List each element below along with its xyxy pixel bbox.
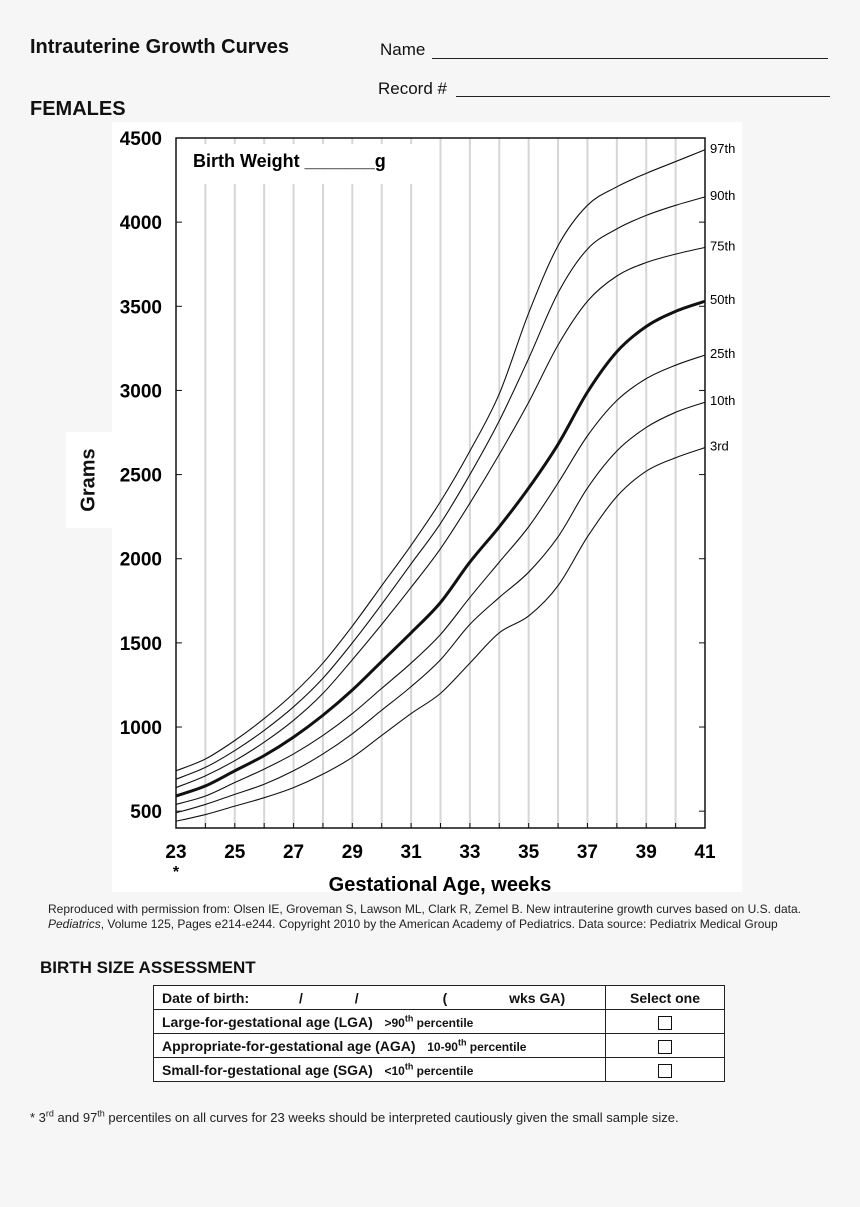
x-tick-label: 33: [459, 842, 480, 863]
row-range: <10: [384, 1063, 405, 1078]
axis-tick-labels: 500 1000 1500 2000 2500 3000 3500 4000 4500 23 25 2…: [120, 129, 736, 863]
dob-separator: /: [354, 989, 359, 1006]
date-of-birth-cell[interactable]: Date of birth: / / ( wks GA): [153, 985, 606, 1010]
x-axis-label: Gestational Age, weeks: [329, 874, 552, 896]
sga-label-cell: Small-for-gestational age (SGA) <10th pe…: [153, 1057, 606, 1082]
birth-weight-label: Birth Weight _______g: [193, 151, 386, 171]
table-row: Small-for-gestational age (SGA) <10th pe…: [153, 1057, 725, 1082]
aga-label-cell: Appropriate-for-gestational age (AGA) 10…: [153, 1033, 606, 1058]
document-title: Intrauterine Growth Curves: [30, 36, 289, 58]
assessment-table: Date of birth: / / ( wks GA) Select one …: [153, 985, 725, 1082]
aga-checkbox[interactable]: [658, 1039, 672, 1054]
section-label: FEMALES: [30, 98, 126, 120]
citation-line-1: Reproduced with permission from: Olsen I…: [48, 902, 801, 916]
aga-select-cell: [605, 1033, 725, 1058]
percentile-curves: [175, 149, 706, 822]
row-range-suffix: percentile: [413, 1063, 474, 1078]
lga-select-cell: [605, 1009, 725, 1034]
footnote: * 3rd and 97th percentiles on all curves…: [30, 1108, 679, 1125]
birth-weight-box: [186, 144, 420, 184]
y-tick-label: 3000: [120, 381, 162, 402]
grid-lines: [204, 138, 677, 828]
x-tick-footnote-marker: *: [173, 864, 180, 881]
record-label: Record #: [378, 79, 447, 98]
row-label: Appropriate-for-gestational age (AGA): [162, 1037, 416, 1054]
y-tick-label: 1000: [120, 718, 162, 739]
percentile-curve-50th: [175, 299, 706, 798]
growth-chart: 500 1000 1500 2000 2500 3000 3500 4000 4500 23 25 2…: [120, 129, 736, 896]
citation-line-2: Pediatrics, Volume 125, Pages e214-e244.…: [48, 917, 838, 932]
record-field[interactable]: [456, 96, 830, 97]
series-label: 75th: [710, 238, 735, 253]
row-range: >90: [384, 1015, 405, 1030]
citation: Reproduced with permission from: Olsen I…: [48, 902, 838, 932]
percentile-curve-97th: [175, 149, 706, 772]
y-tick-label: 4000: [120, 213, 162, 234]
percentile-curve-25th: [175, 354, 706, 805]
footnote-mid: and 97: [53, 1110, 98, 1125]
lga-checkbox[interactable]: [658, 1015, 672, 1030]
lga-label-cell: Large-for-gestational age (LGA) >90th pe…: [153, 1009, 606, 1034]
x-tick-label: 31: [401, 842, 423, 863]
table-header-row: Date of birth: / / ( wks GA) Select one: [153, 985, 725, 1010]
percentile-curve-10th: [175, 401, 706, 814]
series-label: 10th: [710, 393, 735, 408]
footnote-star: * 3: [30, 1110, 46, 1125]
series-label: 90th: [710, 188, 735, 203]
y-axis-label-box: Grams: [66, 432, 112, 528]
sga-checkbox[interactable]: [658, 1063, 672, 1078]
row-range-sup: th: [404, 1012, 414, 1023]
x-tick-label: 29: [342, 842, 363, 863]
x-tick-label: 41: [694, 842, 716, 863]
y-tick-label: 4500: [120, 129, 162, 150]
footnote-sup: rd: [45, 1108, 54, 1119]
table-row: Large-for-gestational age (LGA) >90th pe…: [153, 1009, 725, 1034]
x-tick-label: 25: [224, 842, 246, 863]
row-range-sup: th: [404, 1060, 414, 1071]
row-label: Large-for-gestational age (LGA): [162, 1013, 373, 1030]
y-tick-label: 2500: [120, 466, 162, 487]
dob-label: Date of birth:: [162, 989, 250, 1006]
x-tick-label: 23: [165, 842, 186, 863]
y-tick-label: 500: [130, 802, 162, 823]
name-label: Name: [380, 40, 426, 59]
row-range-suffix: percentile: [413, 1015, 474, 1030]
name-field[interactable]: [432, 58, 828, 59]
citation-journal: Pediatrics: [48, 917, 101, 931]
ga-open-paren: (: [442, 989, 448, 1006]
series-label: 97th: [710, 141, 735, 156]
row-label: Small-for-gestational age (SGA): [162, 1061, 373, 1078]
x-tick-label: 35: [518, 842, 540, 863]
x-tick-label: 39: [636, 842, 657, 863]
percentile-curve-75th: [175, 246, 706, 789]
series-label: 3rd: [710, 439, 729, 454]
citation-details: , Volume 125, Pages e214-e244. Copyright…: [100, 917, 778, 931]
axis-ticks: [175, 137, 706, 828]
ga-suffix: wks GA): [509, 989, 566, 1006]
chart-panel: [112, 122, 742, 892]
dob-separator: /: [299, 989, 303, 1006]
y-tick-label: 1500: [120, 634, 162, 655]
y-tick-label: 3500: [120, 297, 162, 318]
row-range: 10-90: [427, 1039, 458, 1054]
assessment-title: BIRTH SIZE ASSESSMENT: [40, 958, 256, 977]
row-range-sup: th: [457, 1036, 467, 1047]
sga-select-cell: [605, 1057, 725, 1082]
percentile-curve-90th: [175, 196, 706, 780]
y-tick-label: 2000: [120, 550, 162, 571]
series-label: 25th: [710, 346, 735, 361]
select-one-header: Select one: [605, 985, 725, 1010]
x-tick-label: 37: [577, 842, 598, 863]
x-tick-label: 27: [283, 842, 304, 863]
percentile-curve-3rd: [175, 447, 706, 822]
footnote-sup: th: [97, 1108, 105, 1119]
table-row: Appropriate-for-gestational age (AGA) 10…: [153, 1033, 725, 1058]
series-label: 50th: [710, 292, 735, 307]
row-range-suffix: percentile: [466, 1039, 527, 1054]
footnote-text: percentiles on all curves for 23 weeks s…: [104, 1110, 679, 1125]
